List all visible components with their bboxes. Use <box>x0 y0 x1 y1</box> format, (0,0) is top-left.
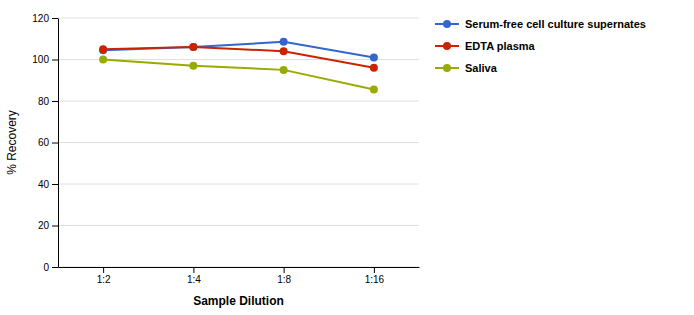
y-tick-mark <box>52 143 58 144</box>
legend-label: Saliva <box>465 62 498 74</box>
grid-line <box>58 184 419 185</box>
legend-marker <box>443 42 451 50</box>
x-tick: 1:8 <box>277 267 291 285</box>
x-tick: 1:2 <box>97 267 111 285</box>
chart: 0 20 40 60 80 100 120 1:2 1:4 1:8 1:16 Sample Dilut… <box>0 0 694 315</box>
y-tick-mark <box>52 226 58 227</box>
y-tick: 80 <box>38 96 58 107</box>
grid-line <box>58 18 419 19</box>
y-tick-mark <box>52 184 58 185</box>
series-line <box>103 47 374 68</box>
series-point <box>370 64 378 72</box>
y-tick: 0 <box>43 262 58 273</box>
y-tick: 60 <box>38 137 58 148</box>
y-axis-line <box>58 19 59 268</box>
legend: Serum-free cell culture supernates EDTA p… <box>435 18 646 74</box>
grid-line <box>58 101 419 102</box>
y-tick-label: 80 <box>38 96 50 107</box>
y-tick-mark <box>52 267 58 268</box>
x-tick-mark <box>103 267 104 273</box>
x-tick-label: 1:2 <box>97 274 111 285</box>
y-axis-title: % Recovery <box>5 110 19 175</box>
y-tick: 120 <box>32 13 58 24</box>
legend-item: EDTA plasma <box>435 40 536 52</box>
x-tick: 1:16 <box>365 267 385 285</box>
legend-item: Serum-free cell culture supernates <box>435 18 646 30</box>
series-point <box>280 47 288 55</box>
x-axis-line <box>59 267 420 268</box>
y-tick: 20 <box>38 220 58 231</box>
x-axis-title: Sample Dilution <box>193 294 284 308</box>
series-group <box>99 38 378 94</box>
y-tick-mark <box>52 18 58 19</box>
x-tick-mark <box>374 267 375 273</box>
legend-marker <box>443 20 451 28</box>
x-axis: 1:2 1:4 1:8 1:16 <box>59 267 420 285</box>
series-point <box>370 86 378 94</box>
grid-line <box>58 142 419 143</box>
legend-label: Serum-free cell culture supernates <box>465 18 646 30</box>
series-point <box>189 43 197 51</box>
series-line <box>103 60 374 90</box>
grid <box>58 18 419 267</box>
series-point <box>370 53 378 61</box>
x-tick: 1:4 <box>187 267 201 285</box>
series-point <box>280 38 288 46</box>
x-tick-mark <box>284 267 285 273</box>
x-tick-label: 1:8 <box>277 274 291 285</box>
y-tick-label: 120 <box>32 13 49 24</box>
grid-line <box>58 225 419 226</box>
series-point <box>99 45 107 53</box>
x-tick-mark <box>193 267 194 273</box>
y-tick: 100 <box>32 54 58 65</box>
plot: 0 20 40 60 80 100 120 1:2 1:4 1:8 1:16 <box>32 13 419 285</box>
y-tick-label: 40 <box>38 179 50 190</box>
series <box>99 56 378 94</box>
y-tick-label: 100 <box>32 54 49 65</box>
grid-line <box>58 267 419 268</box>
y-tick-label: 0 <box>43 262 49 273</box>
x-tick-label: 1:16 <box>365 274 385 285</box>
series-point <box>99 56 107 64</box>
legend-label: EDTA plasma <box>465 40 536 52</box>
y-tick-mark <box>52 101 58 102</box>
legend-item: Saliva <box>435 62 498 74</box>
x-tick-label: 1:4 <box>187 274 201 285</box>
y-tick-mark <box>52 60 58 61</box>
y-tick-label: 20 <box>38 220 50 231</box>
series-point <box>189 43 197 51</box>
y-tick: 40 <box>38 179 58 190</box>
y-tick-label: 60 <box>38 137 50 148</box>
legend-marker <box>443 64 451 72</box>
y-axis: 0 20 40 60 80 100 120 <box>32 13 58 273</box>
series-point <box>280 66 288 74</box>
series-point <box>189 62 197 70</box>
